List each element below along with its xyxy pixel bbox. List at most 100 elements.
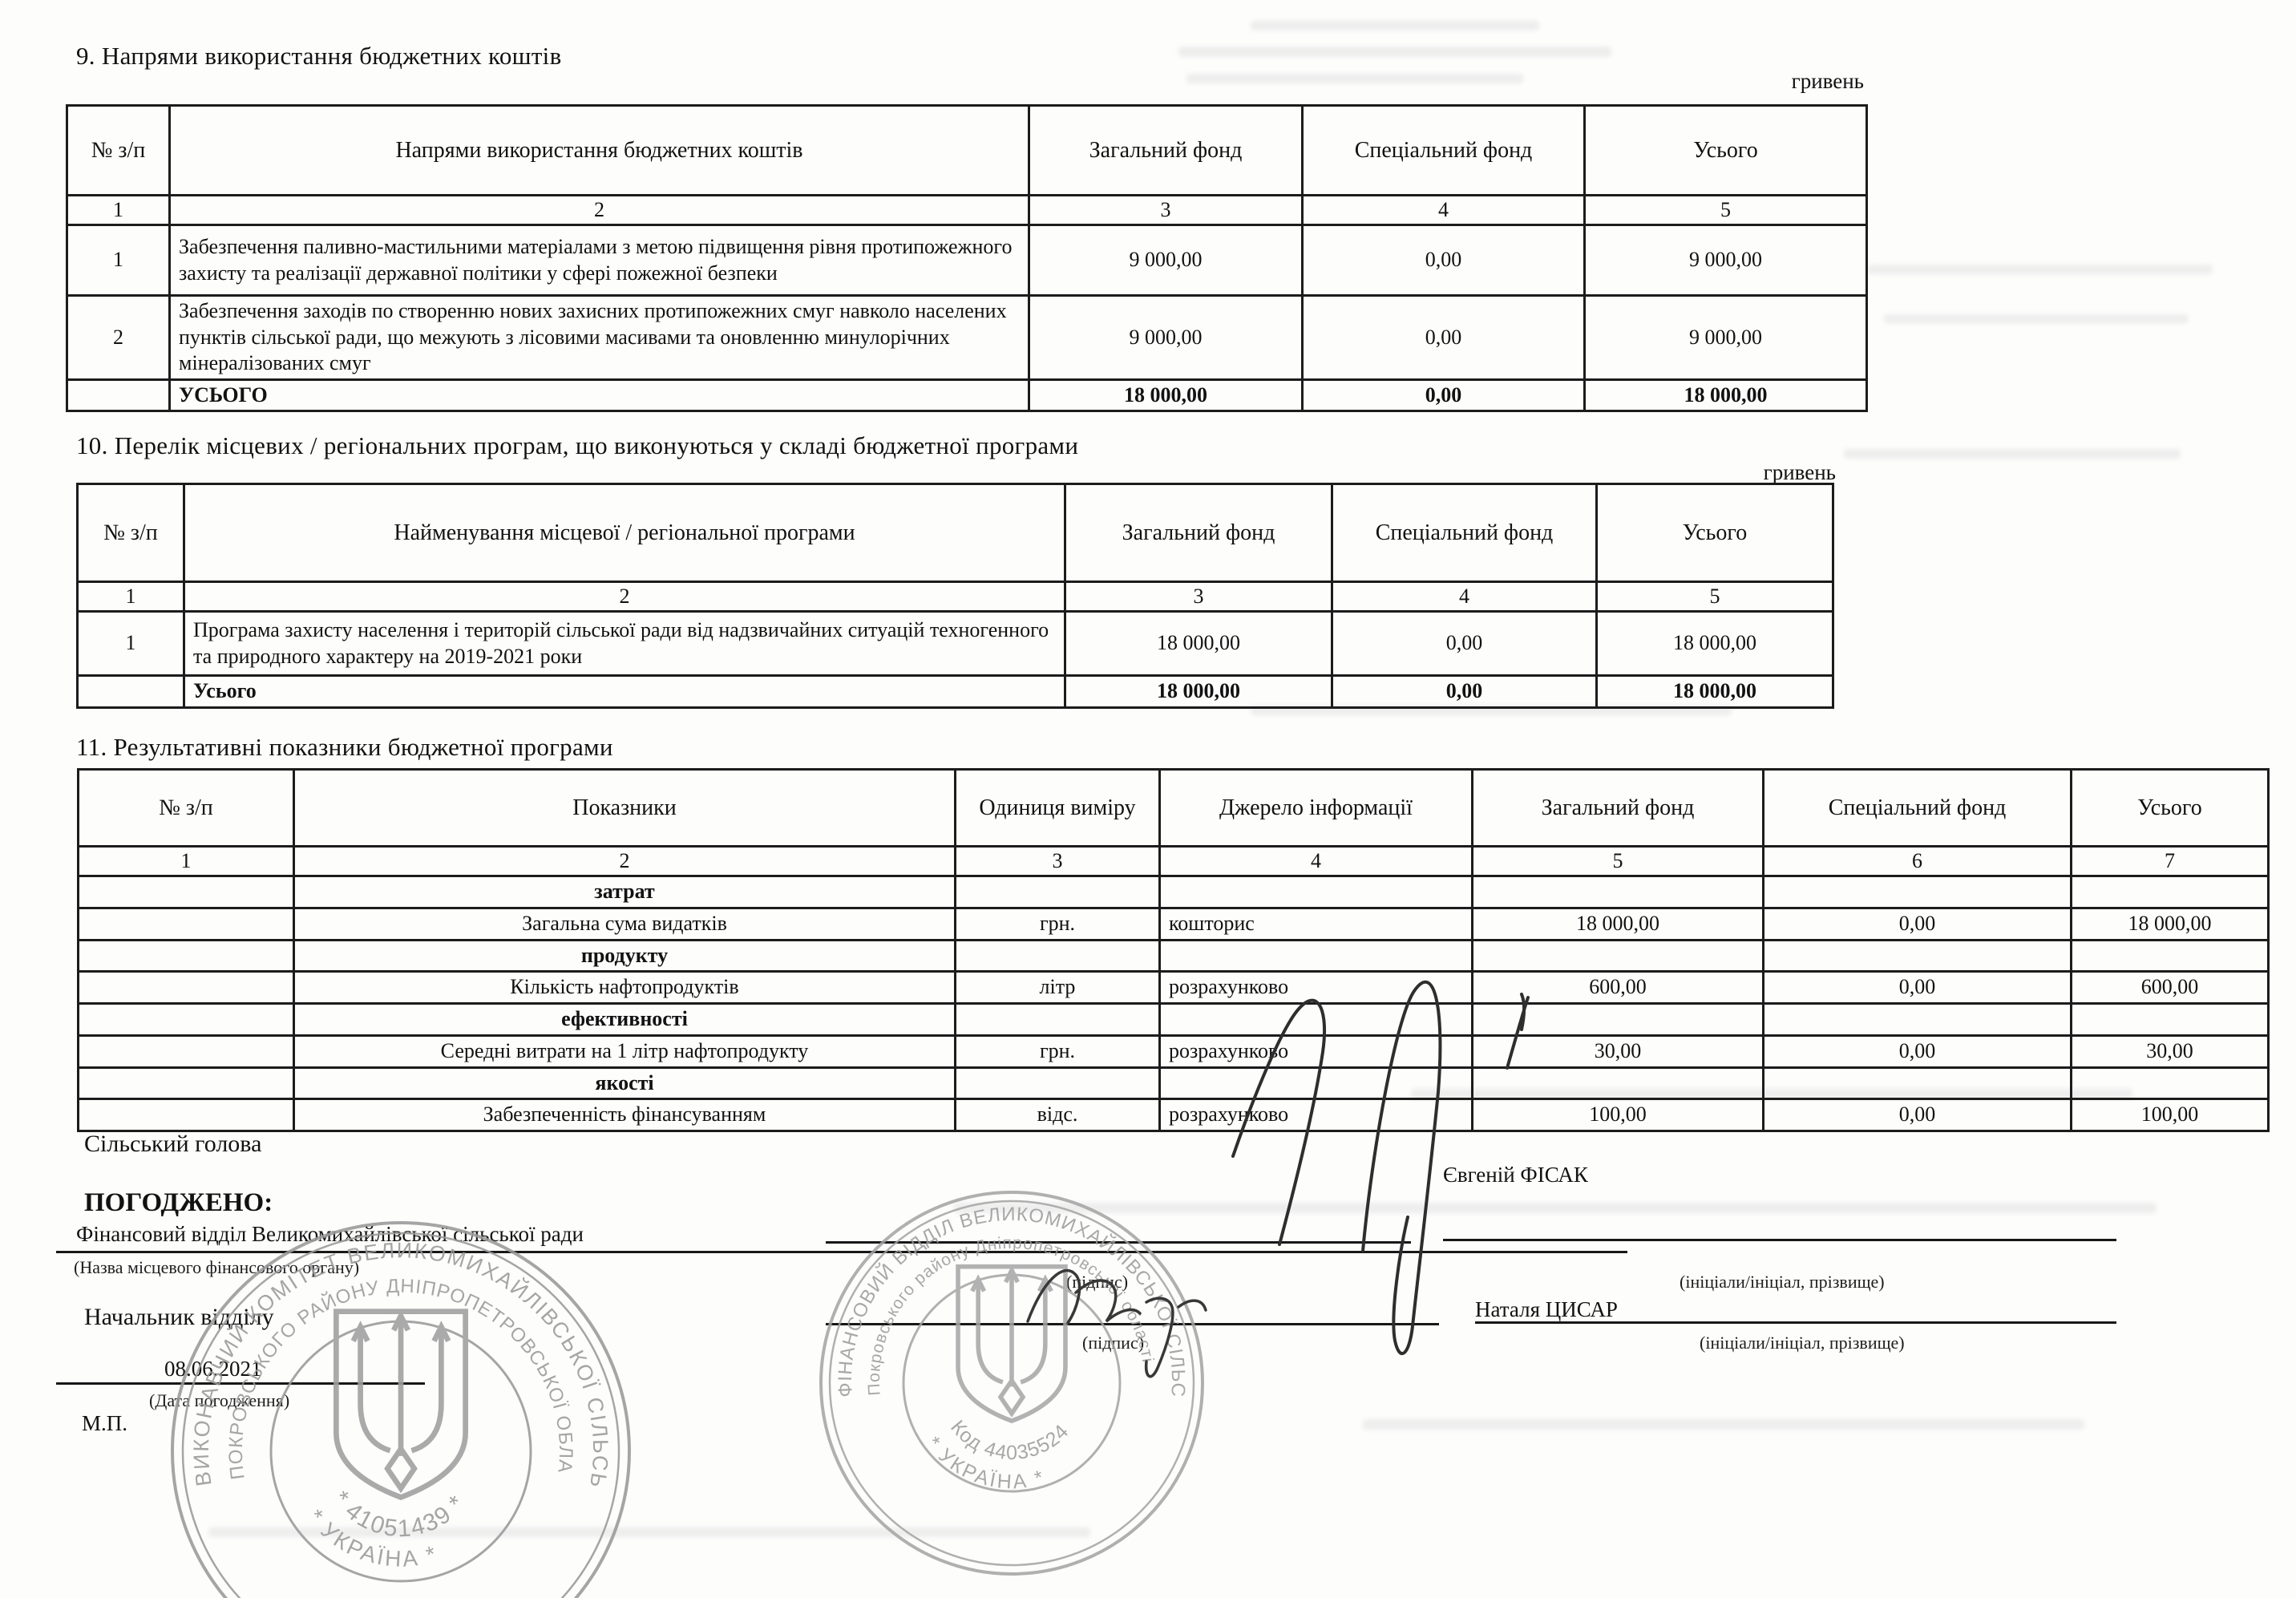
bleed-through-artifact <box>1363 1419 2084 1430</box>
header-cell: № з/п <box>77 768 295 848</box>
indicator-group-row: ефективності <box>77 1002 2270 1037</box>
table-budget-directions: № з/п Напрями використання бюджетних кош… <box>66 104 1868 412</box>
general-fund-value: 18 000,00 <box>1064 610 1333 677</box>
agreed-label: ПОГОДЖЕНО: <box>84 1188 273 1217</box>
header-cell: Загальний фонд <box>1471 768 1764 848</box>
row-number: 2 <box>66 294 171 381</box>
grand-total: 18 000,00 <box>1595 674 1834 709</box>
row-number: 1 <box>76 610 185 677</box>
header-cell: Загальний фонд <box>1064 483 1333 583</box>
empty-cell <box>954 938 1161 973</box>
unit-value: грн. <box>954 906 1161 941</box>
indicator-row: Забезпеченність фінансуванням відс. розр… <box>77 1098 2270 1132</box>
bleed-through-artifact <box>1844 449 2181 459</box>
empty-cell <box>77 1002 295 1037</box>
header-cell: Джерело інформації <box>1158 768 1473 848</box>
special-fund-value: 0,00 <box>1331 610 1598 677</box>
header-cell: Загальний фонд <box>1028 104 1304 196</box>
section-9-title: 9. Напрями використання бюджетних коштів <box>76 42 562 70</box>
empty-cell <box>1762 1066 2072 1100</box>
bleed-through-artifact <box>1884 314 2189 323</box>
column-number: 2 <box>293 845 956 877</box>
direction-name: Забезпечення заходів по створенню нових … <box>168 294 1030 381</box>
column-number: 6 <box>1762 845 2072 877</box>
column-number-row: 1 2 3 4 5 6 7 <box>77 845 2270 877</box>
head-name: Євгеній ФІСАК <box>1443 1163 1588 1187</box>
table-local-programs: № з/п Найменування місцевої / регіональн… <box>76 483 1834 709</box>
initials-line <box>1475 1321 2116 1324</box>
indicator-name: Середні витрати на 1 літр нафтопродукту <box>293 1034 956 1069</box>
chief-name: Наталя ЦИСАР <box>1475 1297 1618 1321</box>
column-number: 5 <box>1583 194 1868 226</box>
header-cell: № з/п <box>76 483 185 583</box>
row-number: 1 <box>66 224 171 297</box>
empty-cell <box>954 875 1161 909</box>
direction-name: Забезпечення паливно-мастильними матеріа… <box>168 224 1030 297</box>
header-cell: Усього <box>1583 104 1868 196</box>
initials-line <box>1443 1239 2116 1241</box>
empty-cell <box>2070 1066 2270 1100</box>
general-fund-value: 9 000,00 <box>1028 294 1304 381</box>
general-fund-value: 9 000,00 <box>1028 224 1304 297</box>
signature-line <box>826 1323 1439 1325</box>
general-fund-value: 600,00 <box>1471 970 1764 1005</box>
special-fund-total: 0,00 <box>1301 378 1586 412</box>
currency-label: гривень <box>1791 69 1864 93</box>
total-label: УСЬОГО <box>168 378 1030 412</box>
section-11-title: 11. Результативні показники бюджетної пр… <box>76 733 613 761</box>
column-number: 5 <box>1595 581 1834 613</box>
special-fund-value: 0,00 <box>1762 1034 2072 1069</box>
unit-value: відс. <box>954 1098 1161 1132</box>
header-cell: Одиниця виміру <box>954 768 1161 848</box>
general-fund-value: 100,00 <box>1471 1098 1764 1132</box>
column-number: 3 <box>1064 581 1333 613</box>
column-number: 5 <box>1471 845 1764 877</box>
header-cell: Напрями використання бюджетних коштів <box>168 104 1030 196</box>
column-number: 2 <box>168 194 1030 226</box>
bleed-through-artifact <box>1251 21 1539 30</box>
total-row: Усього 18 000,00 0,00 18 000,00 <box>76 674 1834 709</box>
stamp-country-text: * УКРАЇНА * <box>303 1505 439 1572</box>
indicator-row: Загальна сума видатків грн. кошторис 18 … <box>77 906 2270 941</box>
date-line <box>56 1382 425 1385</box>
header-cell: Спеціальний фонд <box>1331 483 1598 583</box>
column-number: 1 <box>76 581 185 613</box>
bleed-through-artifact <box>1178 47 1611 57</box>
table-header-row: № з/п Напрями використання бюджетних кош… <box>66 104 1868 196</box>
empty-cell <box>1762 1002 2072 1037</box>
empty-cell <box>954 1066 1161 1100</box>
source-value: розрахунково <box>1158 1034 1473 1069</box>
empty-cell <box>1158 1002 1473 1037</box>
empty-cell <box>77 1034 295 1069</box>
column-number: 4 <box>1158 845 1473 877</box>
svg-text:Покровського району Дніпропетр: Покровського району Дніпропетровської об… <box>865 1234 1158 1396</box>
table-row: 2 Забезпечення заходів по створенню нови… <box>66 294 1868 381</box>
column-number: 1 <box>66 194 171 226</box>
stamp-code-text: Код 44035524 <box>946 1416 1073 1464</box>
column-number-row: 1 2 3 4 5 <box>76 581 1834 613</box>
indicator-group-label: якості <box>293 1066 956 1100</box>
bleed-through-artifact <box>208 1527 1090 1537</box>
header-cell: Найменування місцевої / регіональної про… <box>183 483 1066 583</box>
column-number: 2 <box>183 581 1066 613</box>
finance-org-line <box>56 1251 1627 1253</box>
initials-caption: (ініціали/ініціал, прізвище) <box>1680 1272 1885 1292</box>
bleed-through-artifact <box>1186 74 1523 83</box>
svg-text:* 41051439 *: * 41051439 * <box>327 1487 471 1543</box>
indicator-row: Середні витрати на 1 літр нафтопродукту … <box>77 1034 2270 1069</box>
empty-cell <box>66 378 171 412</box>
table-row: 1 Програма захисту населення і територій… <box>76 610 1834 677</box>
source-value: розрахунково <box>1158 1098 1473 1132</box>
empty-cell <box>1158 938 1473 973</box>
stamp-code-text: * 41051439 * <box>327 1487 469 1543</box>
general-fund-value: 18 000,00 <box>1471 906 1764 941</box>
header-cell: Спеціальний фонд <box>1762 768 2072 848</box>
empty-cell <box>2070 875 2270 909</box>
initials-caption: (ініціали/ініціал, прізвище) <box>1700 1333 1905 1353</box>
empty-cell <box>2070 1002 2270 1037</box>
empty-cell <box>1471 875 1764 909</box>
svg-text:* УКРАЇНА *: * УКРАЇНА * <box>922 1433 1049 1494</box>
empty-cell <box>77 875 295 909</box>
indicator-group-label: продукту <box>293 938 956 973</box>
